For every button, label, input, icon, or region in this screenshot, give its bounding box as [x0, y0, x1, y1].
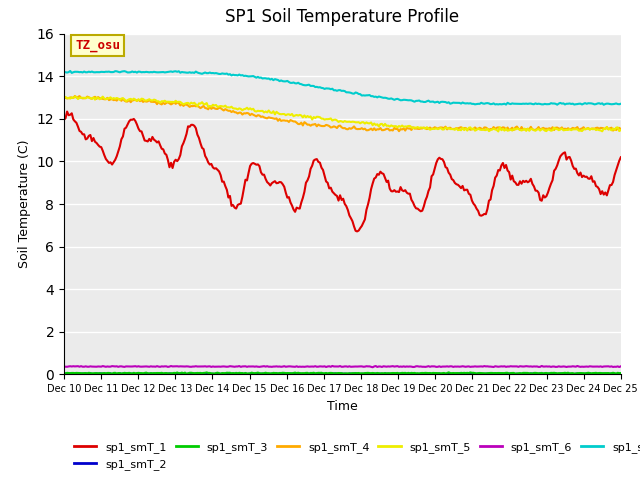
- sp1_smT_2: [228, 371, 236, 377]
- sp1_smT_5: [246, 106, 254, 111]
- Line: sp1_smT_6: sp1_smT_6: [64, 366, 621, 367]
- sp1_smT_6: [254, 364, 262, 370]
- sp1_smT_1: [617, 155, 625, 160]
- sp1_smT_7: [600, 102, 607, 108]
- sp1_smT_6: [303, 363, 311, 369]
- sp1_smT_5: [130, 96, 138, 102]
- sp1_smT_7: [130, 69, 138, 75]
- sp1_smT_2: [246, 371, 254, 377]
- sp1_smT_5: [589, 126, 596, 132]
- Line: sp1_smT_1: sp1_smT_1: [64, 111, 621, 231]
- sp1_smT_1: [305, 174, 313, 180]
- sp1_smT_5: [255, 108, 263, 114]
- sp1_smT_6: [328, 363, 336, 369]
- sp1_smT_7: [617, 101, 625, 107]
- Line: sp1_smT_7: sp1_smT_7: [64, 71, 621, 105]
- sp1_smT_6: [244, 363, 252, 369]
- sp1_smT_1: [130, 116, 138, 122]
- sp1_smT_4: [130, 97, 138, 103]
- sp1_smT_5: [60, 95, 68, 100]
- sp1_smT_2: [305, 371, 313, 376]
- sp1_smT_3: [617, 370, 625, 376]
- sp1_smT_5: [495, 129, 502, 134]
- sp1_smT_4: [255, 113, 263, 119]
- sp1_smT_4: [246, 112, 254, 118]
- Title: SP1 Soil Temperature Profile: SP1 Soil Temperature Profile: [225, 9, 460, 26]
- sp1_smT_3: [445, 370, 452, 375]
- sp1_smT_3: [60, 370, 68, 376]
- sp1_smT_4: [395, 128, 403, 134]
- sp1_smT_4: [228, 109, 236, 115]
- sp1_smT_7: [228, 72, 236, 78]
- sp1_smT_1: [228, 203, 236, 209]
- sp1_smT_2: [555, 372, 563, 377]
- Line: sp1_smT_3: sp1_smT_3: [64, 372, 621, 374]
- sp1_smT_5: [305, 114, 313, 120]
- sp1_smT_7: [246, 73, 254, 79]
- sp1_smT_6: [60, 364, 68, 370]
- Line: sp1_smT_2: sp1_smT_2: [64, 373, 621, 374]
- sp1_smT_4: [617, 126, 625, 132]
- Legend: sp1_smT_1, sp1_smT_2, sp1_smT_3, sp1_smT_4, sp1_smT_5, sp1_smT_6, sp1_smT_7: sp1_smT_1, sp1_smT_2, sp1_smT_3, sp1_smT…: [70, 438, 640, 474]
- sp1_smT_5: [71, 94, 79, 99]
- sp1_smT_7: [67, 68, 74, 74]
- sp1_smT_6: [617, 363, 625, 369]
- sp1_smT_3: [228, 371, 236, 376]
- sp1_smT_3: [255, 370, 263, 376]
- sp1_smT_2: [589, 371, 596, 377]
- sp1_smT_6: [589, 364, 596, 370]
- sp1_smT_5: [617, 127, 625, 133]
- sp1_smT_3: [589, 370, 596, 376]
- sp1_smT_3: [129, 371, 136, 376]
- sp1_smT_7: [255, 75, 263, 81]
- sp1_smT_7: [588, 100, 595, 106]
- sp1_smT_7: [60, 69, 68, 75]
- Y-axis label: Soil Temperature (C): Soil Temperature (C): [18, 140, 31, 268]
- sp1_smT_2: [255, 371, 263, 377]
- sp1_smT_1: [60, 117, 68, 122]
- sp1_smT_6: [369, 364, 376, 370]
- sp1_smT_4: [71, 93, 79, 99]
- sp1_smT_2: [130, 371, 138, 377]
- Text: TZ_osu: TZ_osu: [75, 39, 120, 52]
- Line: sp1_smT_4: sp1_smT_4: [64, 96, 621, 131]
- Line: sp1_smT_5: sp1_smT_5: [64, 96, 621, 132]
- sp1_smT_5: [228, 104, 236, 109]
- sp1_smT_1: [255, 163, 263, 169]
- sp1_smT_6: [129, 364, 136, 370]
- sp1_smT_2: [617, 371, 625, 377]
- sp1_smT_1: [589, 179, 596, 185]
- sp1_smT_2: [60, 371, 68, 376]
- X-axis label: Time: Time: [327, 400, 358, 413]
- sp1_smT_1: [63, 108, 71, 114]
- sp1_smT_1: [353, 228, 361, 234]
- sp1_smT_4: [305, 122, 313, 128]
- sp1_smT_7: [305, 82, 313, 87]
- sp1_smT_4: [60, 94, 68, 100]
- sp1_smT_4: [589, 126, 596, 132]
- sp1_smT_3: [305, 371, 313, 376]
- sp1_smT_6: [226, 363, 234, 369]
- sp1_smT_1: [246, 163, 254, 169]
- sp1_smT_2: [68, 370, 76, 376]
- sp1_smT_3: [182, 371, 190, 377]
- sp1_smT_3: [246, 371, 254, 376]
